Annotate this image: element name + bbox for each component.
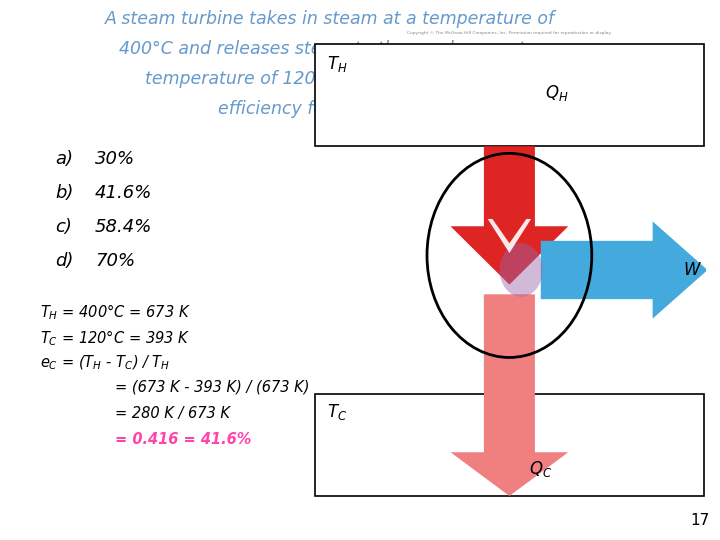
Circle shape: [500, 243, 543, 297]
Text: 30%: 30%: [95, 150, 135, 168]
Polygon shape: [451, 294, 568, 496]
Text: $Q_C$: $Q_C$: [529, 459, 552, 480]
FancyBboxPatch shape: [315, 394, 703, 496]
Text: a): a): [55, 150, 73, 168]
Text: $Q_H$: $Q_H$: [545, 83, 568, 103]
Text: $T_H$ = 400°C = 673 K: $T_H$ = 400°C = 673 K: [40, 302, 191, 322]
Text: $e_C$ = ($T_H$ - $T_C$) / $T_H$: $e_C$ = ($T_H$ - $T_C$) / $T_H$: [40, 354, 171, 373]
Text: = 280 K / 673 K: = 280 K / 673 K: [115, 406, 230, 421]
FancyBboxPatch shape: [315, 44, 703, 146]
Text: $T_H$: $T_H$: [327, 54, 348, 74]
Text: $T_C$: $T_C$: [327, 402, 347, 422]
Text: 400°C and releases steam to the condenser at a: 400°C and releases steam to the condense…: [119, 40, 541, 58]
Polygon shape: [541, 221, 708, 319]
Text: 17: 17: [690, 513, 710, 528]
Text: $T_C$ = 120°C = 393 K: $T_C$ = 120°C = 393 K: [40, 328, 190, 348]
Polygon shape: [487, 219, 531, 253]
Text: temperature of 120°C.  What is the Carnot: temperature of 120°C. What is the Carnot: [145, 70, 516, 88]
Text: 58.4%: 58.4%: [95, 218, 153, 236]
Text: efficiency for this engine?: efficiency for this engine?: [217, 100, 442, 118]
Text: W: W: [683, 261, 700, 279]
Text: d): d): [55, 252, 73, 270]
Polygon shape: [451, 146, 568, 285]
Text: = 0.416 = 41.6%: = 0.416 = 41.6%: [115, 432, 251, 447]
Text: b): b): [55, 184, 73, 202]
Text: = (673 K - 393 K) / (673 K): = (673 K - 393 K) / (673 K): [115, 380, 310, 395]
Text: A steam turbine takes in steam at a temperature of: A steam turbine takes in steam at a temp…: [105, 10, 555, 28]
Text: c): c): [55, 218, 72, 236]
Text: 41.6%: 41.6%: [95, 184, 153, 202]
Text: Copyright © The McGraw-Hill Companies, Inc. Permission required for reproduction: Copyright © The McGraw-Hill Companies, I…: [407, 31, 612, 35]
Text: 70%: 70%: [95, 252, 135, 270]
